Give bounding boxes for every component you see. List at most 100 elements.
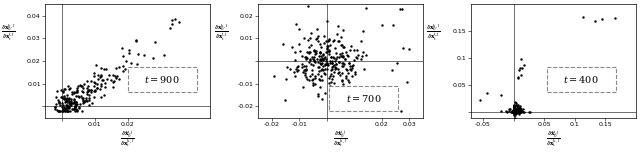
Point — [310, 83, 321, 85]
FancyBboxPatch shape — [127, 67, 197, 92]
Point — [511, 112, 521, 114]
Point — [509, 110, 520, 112]
Point — [509, 111, 519, 113]
Point — [508, 111, 518, 113]
Point — [52, 98, 63, 101]
Point — [74, 96, 84, 98]
Point — [321, 40, 331, 43]
Point — [340, 75, 351, 77]
Point — [59, 94, 69, 97]
X-axis label: $\frac{\partial \hat{\mathbf{x}}_0^{i,j}}{\partial \mathbf{x}_t^{k,l}}$: $\frac{\partial \hat{\mathbf{x}}_0^{i,j}… — [120, 128, 135, 150]
Point — [345, 49, 355, 51]
Point — [131, 40, 141, 43]
Point — [97, 79, 108, 81]
Point — [508, 109, 518, 112]
Point — [321, 50, 332, 53]
Point — [96, 66, 106, 69]
Point — [316, 63, 326, 65]
Point — [330, 66, 340, 68]
Point — [335, 53, 345, 55]
Point — [301, 76, 311, 78]
Point — [337, 79, 347, 82]
Y-axis label: $\frac{\partial \mathbf{x}_0^{k,l}}{\partial \mathbf{x}_t^{i,j}}$: $\frac{\partial \mathbf{x}_0^{k,l}}{\par… — [1, 22, 15, 43]
Point — [508, 110, 518, 112]
Point — [340, 77, 351, 79]
Point — [342, 54, 352, 57]
Point — [312, 28, 322, 30]
Point — [77, 98, 88, 101]
Point — [310, 75, 321, 77]
Point — [310, 38, 321, 40]
Point — [106, 79, 116, 81]
Point — [324, 82, 335, 85]
Point — [331, 92, 341, 95]
Point — [61, 97, 72, 99]
Point — [320, 63, 330, 65]
Point — [300, 69, 310, 71]
Point — [337, 55, 347, 57]
Point — [292, 69, 303, 72]
Point — [140, 54, 150, 56]
Point — [509, 110, 519, 113]
Point — [514, 69, 524, 71]
Point — [109, 80, 120, 82]
Point — [510, 110, 520, 113]
Point — [515, 113, 525, 115]
Point — [347, 67, 357, 69]
Point — [510, 111, 520, 113]
Point — [100, 86, 110, 89]
Point — [55, 104, 65, 107]
Point — [68, 98, 79, 100]
Point — [340, 58, 350, 60]
Point — [312, 35, 323, 38]
Point — [340, 58, 351, 60]
Point — [348, 63, 358, 66]
Text: $t = 700$: $t = 700$ — [346, 93, 381, 104]
Point — [294, 43, 305, 45]
Point — [63, 107, 73, 109]
Point — [68, 102, 78, 104]
Point — [352, 57, 362, 59]
Point — [62, 110, 72, 112]
Point — [308, 50, 319, 52]
Point — [327, 61, 337, 64]
Point — [338, 65, 348, 67]
Point — [67, 90, 77, 93]
Point — [96, 83, 106, 85]
Y-axis label: $\frac{\partial \mathbf{x}_0^{k,l}}{\partial \mathbf{x}_t^{i,j}}$: $\frac{\partial \mathbf{x}_0^{k,l}}{\par… — [426, 22, 441, 43]
Point — [514, 108, 524, 110]
Point — [505, 108, 515, 111]
Point — [513, 76, 524, 79]
Point — [86, 80, 96, 82]
Point — [78, 87, 88, 89]
Point — [301, 69, 311, 71]
Point — [481, 92, 492, 95]
Point — [507, 111, 517, 113]
Point — [64, 100, 74, 102]
Point — [93, 73, 104, 76]
Point — [388, 23, 398, 26]
Point — [61, 108, 71, 110]
Point — [307, 73, 317, 75]
Point — [319, 34, 330, 37]
Point — [314, 70, 324, 72]
Point — [517, 110, 527, 112]
Point — [510, 110, 520, 112]
Point — [331, 63, 341, 65]
Point — [513, 110, 523, 112]
Point — [337, 62, 347, 65]
Point — [510, 111, 520, 114]
Point — [300, 56, 310, 59]
Point — [337, 72, 348, 74]
Point — [90, 81, 100, 84]
Point — [89, 72, 99, 75]
Point — [509, 109, 519, 112]
Point — [316, 75, 326, 77]
X-axis label: $\frac{\partial \hat{\mathbf{x}}_0^{i,j}}{\partial \mathbf{x}_t^{k,l}}$: $\frac{\partial \hat{\mathbf{x}}_0^{i,j}… — [333, 128, 348, 150]
Point — [298, 55, 308, 57]
Point — [330, 47, 340, 49]
Point — [335, 73, 345, 76]
Point — [397, 8, 407, 10]
Point — [356, 40, 366, 42]
Point — [511, 111, 521, 113]
